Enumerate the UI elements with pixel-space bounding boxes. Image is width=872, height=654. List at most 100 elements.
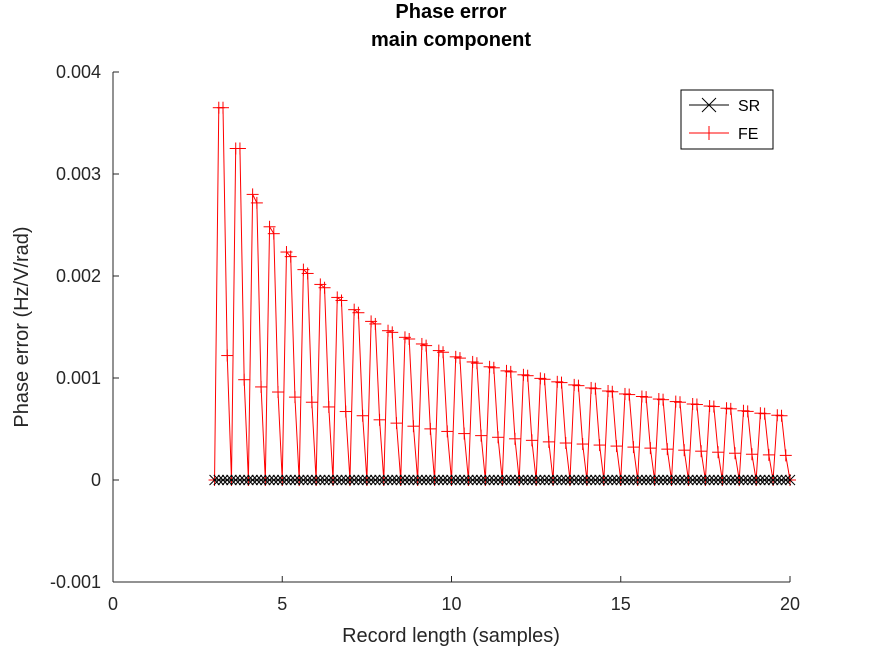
sr-point [543,474,555,486]
sr-point [391,474,402,486]
sr-point [636,474,648,486]
sr-point [446,474,457,486]
sr-point [539,474,550,486]
fe-point [678,444,691,457]
fe-point [508,432,521,445]
fe-point [559,437,572,450]
sr-point [484,474,495,486]
sr-point [581,474,593,486]
sr-point [217,474,229,486]
sr-point [276,474,288,486]
sr-point [564,474,576,486]
legend-marker-sr [701,97,717,113]
sr-point [264,474,275,486]
sr-point [653,474,665,486]
sr-point [289,474,301,486]
sr-point [522,474,534,486]
y-axis-label: Phase error (Hz/V/rad) [11,226,33,427]
fe-point [475,429,488,442]
fe-point [504,365,517,378]
fe-point [758,407,771,420]
fe-point [322,400,335,413]
sr-point [475,474,487,486]
series-sr [209,474,796,486]
sr-point [399,474,411,486]
sr-point [234,474,246,486]
fe-point [589,382,602,395]
y-tick-label: 0.002 [56,266,101,286]
sr-point [369,474,381,486]
sr-point [721,474,732,486]
sr-point [458,474,470,486]
fe-point [644,442,657,455]
fe-point [352,306,365,319]
sr-point [319,474,330,486]
sr-point [259,474,271,486]
sr-point [272,474,284,486]
sr-point [488,474,500,486]
sr-point [412,474,424,486]
x-tick-label: 5 [277,594,287,614]
sr-point [505,474,517,486]
fe-point [284,250,297,263]
fe-point [238,373,251,386]
sr-point [420,474,432,486]
x-tick-label: 0 [108,594,118,614]
sr-point [716,474,728,486]
sr-point [479,474,491,486]
fe-point [250,196,263,209]
fe-point [373,413,386,426]
fe-point [745,448,758,461]
sr-point [568,474,580,486]
sr-point [611,474,622,486]
legend-entry-fe [689,126,729,140]
fe-point [661,443,674,456]
fe-point [470,357,483,370]
sr-point [712,474,724,486]
fe-point [542,435,555,448]
fe-point [335,294,348,307]
fe-point [762,448,775,461]
sr-point [336,474,347,486]
fe-point [627,441,640,454]
sr-point [285,474,297,486]
sr-point [590,474,601,486]
fe-point [339,405,352,418]
sr-point [771,474,783,486]
fe-point [424,422,437,435]
sr-point [230,474,242,486]
x-axis-ticks: 0 5 10 15 20 [108,576,800,614]
sr-point [209,474,220,486]
sr-point [251,474,263,486]
sr-point [353,474,364,486]
sr-point [509,474,521,486]
y-tick-label: 0.004 [56,62,101,82]
x-tick-label: 10 [441,594,461,614]
sr-point [725,474,737,486]
sr-point [433,474,445,486]
sr-point [763,474,775,486]
fe-point [246,188,259,201]
sr-point [776,474,787,486]
sr-point [619,474,631,486]
x-axis-label: Record length (samples) [342,625,560,647]
fe-point [420,339,433,352]
sr-point [323,474,335,486]
sr-point [314,474,326,486]
sr-point [467,474,479,486]
sr-point [700,474,711,486]
fe-point [610,440,623,453]
sr-point [573,474,584,486]
sr-point [513,474,525,486]
sr-point [226,474,237,486]
sr-point [424,474,436,486]
sr-point [733,474,745,486]
y-tick-label: -0.001 [50,572,101,592]
sr-point [429,474,440,486]
fe-point [255,380,268,393]
fe-point [707,400,720,413]
legend-box [680,89,774,150]
fe-point [441,425,454,438]
legend-label-sr: SR [738,98,760,115]
sr-point [526,474,538,486]
